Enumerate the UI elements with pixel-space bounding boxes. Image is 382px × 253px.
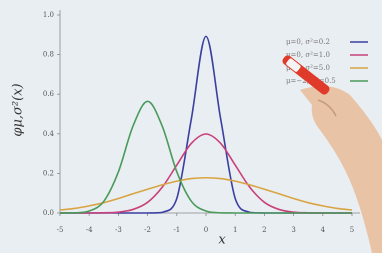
x-tick-label: -4 — [86, 226, 93, 234]
x-tick-label: 5 — [350, 226, 354, 234]
y-tick-label: 0.2 — [43, 169, 54, 177]
y-tick-label: 0.4 — [43, 130, 55, 138]
x-tick-label: -5 — [57, 226, 64, 234]
y-axis-title: φμ,σ²(x) — [11, 83, 26, 136]
chart: φμ,σ²(x) x 0.0 0.2 0.4 0.6 0.8 1.0 -5 -4 -3 -2 -1 0… — [0, 0, 382, 253]
x-tick-label: -3 — [115, 226, 122, 234]
y-tick-label: 0.6 — [43, 90, 55, 98]
x-tick-label: 2 — [262, 226, 266, 234]
x-tick-label: 0 — [204, 226, 208, 234]
y-tick-label: 1.0 — [43, 11, 54, 19]
x-axis-title: x — [218, 233, 226, 248]
x-tick-label: 3 — [291, 226, 295, 234]
x-tick-label: 4 — [321, 226, 326, 234]
legend-label: μ=0, σ²=0.2 — [286, 38, 330, 46]
x-tick-label: -1 — [173, 226, 180, 234]
y-tick-label: 0.0 — [43, 209, 54, 217]
legend-label: μ=0, σ²=1.0 — [286, 51, 330, 59]
x-tick-label: 1 — [233, 226, 237, 234]
x-tick-label: -2 — [144, 226, 151, 234]
y-tick-label: 0.8 — [43, 51, 54, 59]
